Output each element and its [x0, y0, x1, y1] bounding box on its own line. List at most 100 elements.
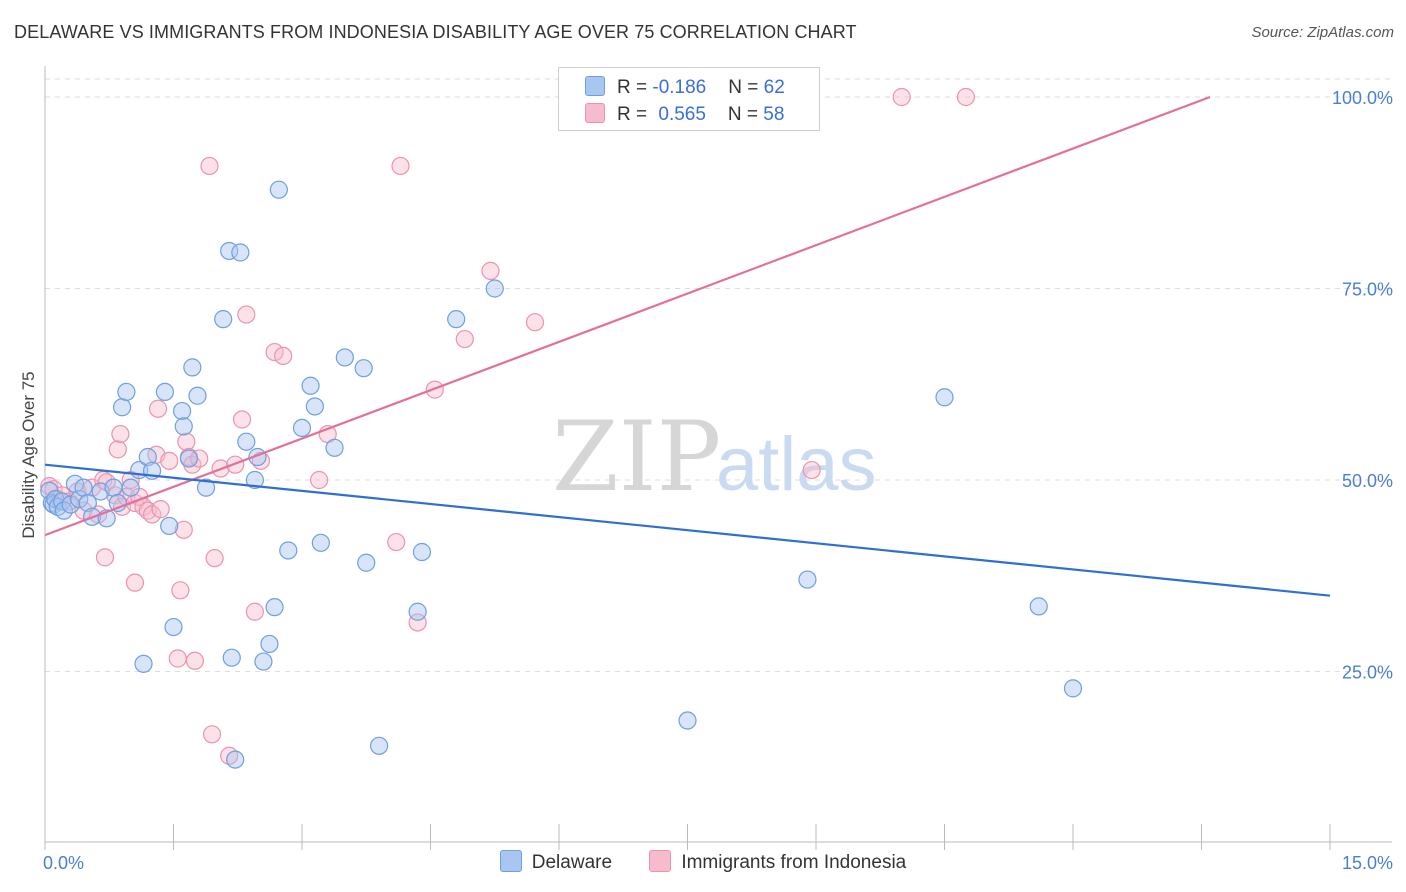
trend-lines [44, 95, 1331, 597]
legend-row-delaware: R = -0.186 N = 62 [585, 76, 785, 100]
point-indonesia [481, 261, 500, 280]
grid-lines [45, 78, 1392, 672]
point-indonesia [237, 305, 256, 324]
point-indonesia [802, 460, 821, 480]
point-delaware [412, 542, 432, 562]
point-delaware [408, 602, 427, 621]
point-indonesia [232, 410, 252, 429]
point-indonesia [168, 649, 187, 668]
point-delaware [1063, 679, 1083, 698]
point-delaware [222, 648, 241, 667]
tick-labels: 25.0% 50.0% 75.0% 100.0% 0.0% 15.0% [43, 88, 1393, 873]
point-indonesia [171, 581, 190, 600]
legend-label-delaware: Delaware [531, 852, 613, 873]
n-value: 62 [763, 77, 785, 98]
chart-title: DELAWARE VS IMMIGRANTS FROM INDONESIA DI… [14, 22, 857, 42]
point-delaware [678, 711, 697, 730]
point-delaware [447, 310, 466, 329]
point-delaware [70, 490, 89, 509]
point-indonesia [111, 424, 130, 444]
point-delaware [260, 634, 279, 654]
point-delaware [134, 654, 153, 673]
point-indonesia [525, 313, 545, 332]
r-label: R = [617, 77, 653, 98]
point-delaware [112, 398, 132, 417]
y-axis-label: Disability Age Over 75 [19, 371, 38, 538]
legend-item-delaware[interactable]: Delaware [499, 850, 613, 874]
point-delaware [226, 750, 245, 769]
watermark-atlas: atlas [716, 422, 877, 507]
point-indonesia [151, 500, 170, 519]
point-delaware [174, 417, 193, 436]
r-value: -0.186 [652, 77, 707, 98]
legend-row-indonesia: R = 0.565 N = 58 [585, 103, 784, 127]
legend-swatch-indonesia [649, 850, 672, 872]
point-delaware [78, 493, 97, 513]
point-indonesia [265, 342, 284, 362]
point-delaware [311, 533, 330, 552]
point-delaware [183, 358, 202, 377]
point-indonesia [108, 440, 127, 459]
watermark: ZIP atlas [552, 401, 877, 513]
point-indonesia [956, 87, 976, 107]
r-label: R = [617, 104, 653, 125]
point-indonesia [408, 613, 427, 632]
legend-item-indonesia[interactable]: Immigrants from Indonesia [649, 850, 906, 874]
trend-line-delaware [44, 463, 1331, 597]
n-label: N = [728, 77, 764, 98]
point-delaware [117, 382, 136, 402]
point-delaware [121, 478, 140, 497]
point-indonesia [274, 346, 293, 366]
point-delaware [155, 382, 175, 402]
point-delaware [292, 418, 312, 438]
point-indonesia [160, 451, 179, 470]
point-delaware [188, 386, 207, 405]
point-delaware [138, 447, 157, 467]
legend-swatch-blue [585, 76, 605, 96]
correlation-legend: R = -0.186 N = 62 R = 0.565 N = 58 [558, 67, 820, 131]
point-delaware [237, 432, 256, 451]
point-delaware [357, 553, 376, 572]
point-delaware [279, 541, 298, 560]
point-indonesia [202, 725, 222, 744]
trend-line-indonesia [44, 95, 1211, 537]
point-indonesia [177, 432, 196, 451]
legend-swatch-delaware [499, 850, 522, 872]
point-delaware [935, 388, 954, 407]
point-delaware [301, 376, 320, 395]
point-delaware [160, 516, 179, 536]
point-indonesia [190, 449, 209, 468]
point-delaware [164, 617, 183, 637]
point-delaware [265, 598, 284, 617]
point-indonesia [391, 156, 410, 176]
point-delaware [269, 180, 288, 199]
point-delaware [325, 438, 344, 457]
point-indonesia [205, 549, 224, 568]
point-delaware [485, 279, 504, 298]
point-indonesia [892, 87, 911, 107]
point-indonesia [125, 573, 145, 592]
point-indonesia [148, 399, 168, 418]
source-label: Source: ZipAtlas.com [1251, 24, 1394, 41]
watermark-zip: ZIP [552, 401, 721, 513]
y-tick-label: 100.0% [1332, 88, 1393, 108]
point-indonesia [174, 520, 193, 539]
n-value: 58 [763, 104, 785, 125]
point-indonesia [185, 651, 205, 670]
point-delaware [179, 449, 199, 468]
point-delaware [305, 397, 324, 416]
point-delaware [74, 478, 93, 497]
point-delaware [1029, 597, 1048, 616]
point-delaware [196, 478, 216, 497]
point-indonesia [245, 602, 264, 621]
point-indonesia [310, 470, 329, 490]
axes [44, 66, 1392, 850]
point-delaware [254, 652, 273, 671]
y-tick-label: 75.0% [1342, 280, 1393, 300]
point-delaware [104, 478, 123, 497]
series-legend: Delaware Immigrants from Indonesia [0, 850, 1406, 874]
point-indonesia [95, 548, 115, 567]
point-delaware [335, 348, 354, 367]
point-indonesia [455, 329, 474, 349]
